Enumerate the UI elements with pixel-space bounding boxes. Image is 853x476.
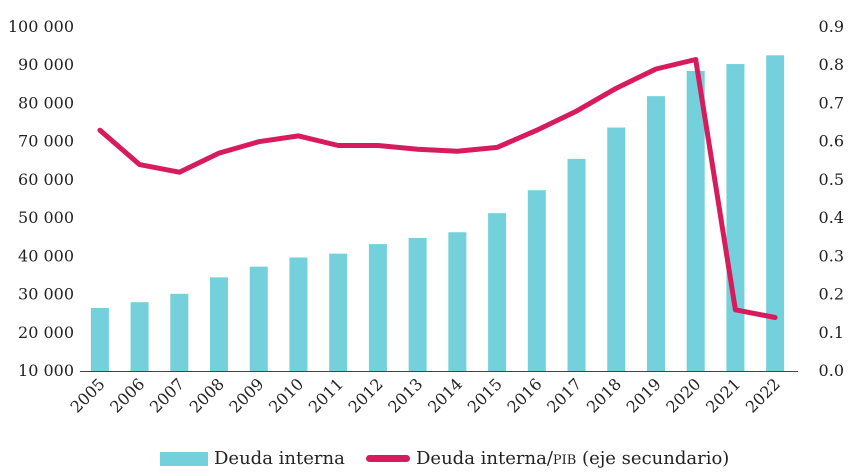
y-right-tick-label: 0.6 <box>819 132 844 151</box>
y-left-tick-label: 90 000 <box>18 55 74 74</box>
bar-2019 <box>646 96 665 371</box>
y-right-tick-label: 0.4 <box>819 208 844 227</box>
x-tick-label: 2007 <box>146 374 188 416</box>
y-left-tick-label: 70 000 <box>18 132 74 151</box>
y-left-tick-label: 30 000 <box>18 285 74 304</box>
bar-2008 <box>210 277 229 371</box>
y-right-tick-label: 0.5 <box>819 170 844 189</box>
x-tick-label: 2020 <box>662 374 704 416</box>
x-tick-label: 2006 <box>106 374 148 416</box>
bar-2015 <box>488 213 507 371</box>
y-left-tick-label: 40 000 <box>18 246 74 265</box>
bar-2018 <box>607 127 626 371</box>
bar-2016 <box>527 190 546 371</box>
bar-2021 <box>726 64 745 371</box>
legend-swatch-line <box>366 455 410 462</box>
x-tick-label: 2010 <box>265 374 307 416</box>
x-tick-label: 2011 <box>305 374 347 416</box>
legend: Deuda interna Deuda interna/pib (eje sec… <box>0 448 853 474</box>
legend-label-bar: Deuda interna <box>214 448 345 469</box>
y-right-tick-label: 0.0 <box>819 361 844 380</box>
legend-label-line-suffix: (eje secundario) <box>576 448 730 469</box>
legend-label-line: Deuda interna/pib (eje secundario) <box>416 448 729 469</box>
bar-2009 <box>249 266 268 371</box>
y-left-tick-label: 60 000 <box>18 170 74 189</box>
bar-2014 <box>448 232 467 371</box>
bar-2013 <box>408 237 427 371</box>
x-tick-label: 2018 <box>583 374 625 416</box>
bar-2017 <box>567 158 586 371</box>
chart: 10 000 20 000 30 000 40 000 50 000 60 000 70 0… <box>8 17 844 417</box>
y-left-tick-label: 80 000 <box>18 93 74 112</box>
legend-item-line: Deuda interna/pib (eje secundario) <box>366 448 729 469</box>
bar-2005 <box>90 307 109 371</box>
y-left-tick-label: 100 000 <box>8 17 74 36</box>
y-right-tick-label: 0.7 <box>819 93 844 112</box>
bar-series <box>90 55 785 371</box>
x-tick-label: 2017 <box>543 374 585 416</box>
y-left-tick-label: 10 000 <box>18 361 74 380</box>
line-deuda-pib <box>97 57 778 320</box>
x-tick-label: 2012 <box>345 374 387 416</box>
y-left-tick-label: 50 000 <box>18 208 74 227</box>
legend-label-line-prefix: Deuda interna/ <box>416 448 553 469</box>
bar-2011 <box>329 253 348 371</box>
x-tick-label: 2016 <box>503 374 545 416</box>
y-right-tick-label: 0.9 <box>819 17 844 36</box>
bar-2022 <box>766 55 785 371</box>
x-tick-label: 2022 <box>742 374 784 416</box>
y-right-tick-label: 0.2 <box>819 285 844 304</box>
legend-swatch-bar <box>160 451 208 466</box>
bar-2012 <box>368 244 387 371</box>
legend-label-line-pib: pib <box>552 448 577 469</box>
legend-item-bar: Deuda interna <box>160 448 345 469</box>
x-tick-label: 2005 <box>66 374 108 416</box>
x-tick-label: 2019 <box>623 374 665 416</box>
x-tick-label: 2009 <box>225 374 267 416</box>
x-tick-label: 2013 <box>384 374 426 416</box>
bar-2010 <box>289 257 308 371</box>
x-tick-label: 2021 <box>702 374 744 416</box>
y-left-tick-label: 20 000 <box>18 323 74 342</box>
bar-2020 <box>686 70 705 371</box>
x-tick-label: 2014 <box>424 374 466 416</box>
y-right-tick-label: 0.8 <box>819 55 844 74</box>
x-tick-label: 2008 <box>186 374 228 416</box>
y-right-tick-label: 0.1 <box>819 323 844 342</box>
line-series <box>97 57 778 320</box>
bar-2006 <box>130 302 149 371</box>
y-right-tick-label: 0.3 <box>819 246 844 265</box>
x-tick-label: 2015 <box>464 374 506 416</box>
bar-2007 <box>170 293 189 371</box>
